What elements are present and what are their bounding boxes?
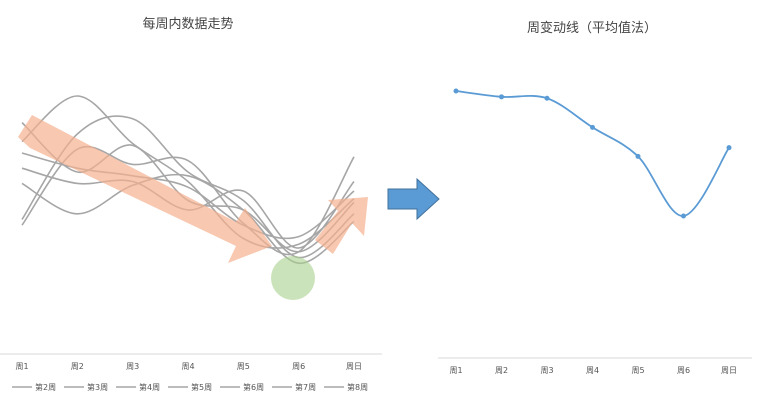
left-chart-title: 每周内数据走势: [142, 16, 233, 32]
left-x-tick-label: 周4: [181, 362, 194, 371]
right-x-tick-label: 周1: [449, 366, 462, 375]
series-line-5: [21, 95, 355, 249]
legend-label: 第5周: [191, 382, 212, 392]
legend-label: 第4周: [139, 382, 160, 392]
legend-label: 第3周: [87, 382, 108, 392]
data-point: [499, 94, 504, 100]
right-x-tick-label: 周5: [631, 366, 644, 375]
left-x-tick-label: 周日: [346, 362, 362, 371]
left-x-tick-label: 周3: [126, 362, 139, 371]
data-point: [453, 88, 459, 94]
left-x-tick-labels: 周1 周2 周3 周4 周5 周6 周日: [15, 362, 362, 371]
transition-arrow: [387, 177, 440, 221]
right-x-tick-label: 周2: [495, 366, 508, 375]
weekly-change-chart: 周变动线（平均值法） 周1 周2 周3 周4 周5 周6 周日: [438, 20, 752, 375]
uptrend-arrow: [315, 197, 368, 254]
legend-label: 第8周: [347, 382, 368, 392]
right-x-tick-label: 周3: [540, 366, 553, 375]
legend-label: 第2周: [35, 382, 56, 392]
data-point: [681, 213, 686, 219]
right-x-tick-label: 周4: [586, 366, 599, 375]
right-x-tick-label: 周6: [677, 366, 690, 375]
right-x-tick-label: 周日: [721, 366, 737, 375]
left-x-tick-label: 周6: [292, 362, 305, 371]
downtrend-arrow: [18, 115, 272, 263]
data-point: [635, 153, 641, 159]
data-point: [544, 95, 550, 101]
low-point-highlight: [271, 256, 315, 300]
right-chart-title: 周变动线（平均值法）: [527, 20, 657, 36]
left-x-tick-label: 周1: [15, 362, 28, 371]
average-change-line: [455, 90, 730, 217]
left-series-lines: [21, 95, 355, 265]
data-point: [590, 124, 595, 130]
right-series-line: [453, 88, 732, 219]
left-x-tick-label: 周2: [71, 362, 84, 371]
left-legend: 第2周 第3周 第4周 第5周 第6周 第7周 第8周: [12, 382, 368, 392]
data-point: [726, 145, 732, 151]
legend-label: 第7周: [295, 382, 316, 392]
left-x-tick-label: 周5: [237, 362, 250, 371]
weekly-trend-chart: 每周内数据走势 周1 周2 周3 周4 周5 周6 周日 第2周 第3周 第4周 第5周 第6周 第7…: [0, 16, 382, 392]
trend-annotations: [18, 115, 368, 300]
legend-label: 第6周: [243, 382, 264, 392]
right-x-tick-labels: 周1 周2 周3 周4 周5 周6 周日: [449, 366, 737, 375]
